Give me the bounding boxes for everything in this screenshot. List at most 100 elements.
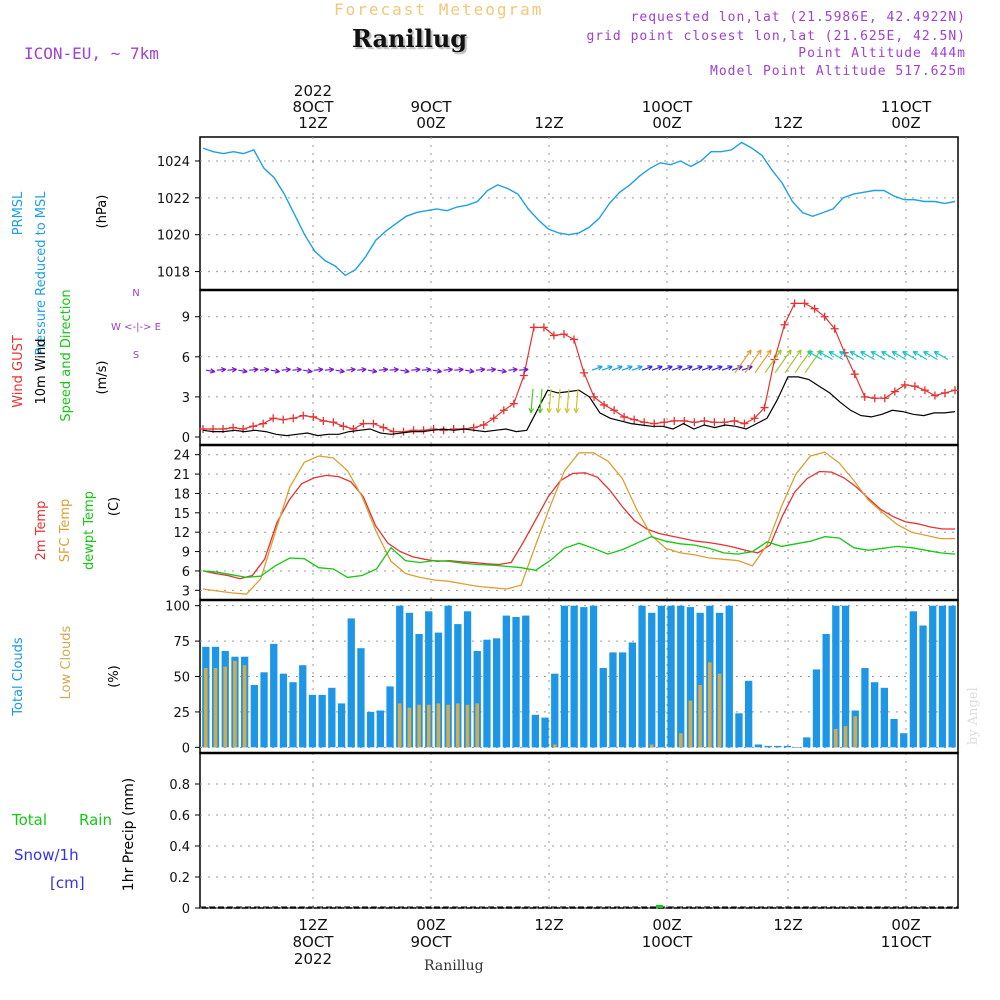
wind-direction-arrow (465, 368, 475, 374)
wind-direction-arrow (807, 350, 823, 361)
wind-direction-arrow (912, 350, 928, 361)
ytick-label-wind: 0 (182, 431, 190, 446)
wind-direction-arrow (238, 368, 248, 374)
wind-direction-arrow (881, 350, 896, 361)
low-cloud-bar (649, 744, 654, 748)
gust-plus-marker (299, 411, 308, 420)
wind-label-gust: Wind GUST (11, 335, 26, 408)
gust-plus-marker (620, 412, 629, 421)
gust-plus-marker (580, 368, 589, 377)
panel-frame-precip (199, 752, 959, 909)
low-cloud-bar (213, 668, 218, 748)
wind-direction-arrow (734, 349, 752, 374)
gust-plus-marker (289, 414, 298, 423)
gust-plus-marker (880, 394, 889, 403)
wind-direction-arrow (454, 367, 464, 373)
gust-plus-marker (309, 412, 318, 421)
total-cloud-bar (570, 605, 578, 748)
low-cloud-bar (834, 728, 838, 748)
ytick-label-precip: 0 (182, 902, 190, 917)
ytick-label-temperature: 15 (173, 507, 190, 522)
low-cloud-bar (853, 716, 857, 748)
total-cloud-bar (696, 612, 704, 748)
total-cloud-bar (463, 611, 472, 748)
wind-direction-arrow (367, 368, 378, 374)
wind-direction-arrow (259, 367, 270, 373)
wind-direction-arrow (818, 350, 833, 361)
total-cloud-bar (880, 687, 888, 748)
total-cloud-bar (289, 682, 297, 748)
wind-direction-arrow (754, 349, 772, 374)
total-cloud-bar (919, 625, 927, 748)
top-time-label: 00Z (891, 114, 920, 132)
wind-direction-arrow (555, 388, 562, 414)
wind-direction-arrow (270, 368, 281, 374)
gust-plus-marker (890, 387, 899, 396)
precip-axis-label: 1hr Precip (mm) (121, 778, 137, 891)
compass-west-east: W <-|-> E (111, 322, 161, 333)
ytick-label-temperature: 12 (173, 526, 190, 541)
wind-direction-arrow (497, 368, 507, 374)
wind-direction-arrow (828, 350, 844, 361)
gust-plus-marker (930, 391, 939, 400)
gust-plus-marker (690, 418, 699, 427)
gust-plus-marker (269, 414, 278, 423)
temp-label-sfc: SFC Temp (58, 499, 73, 563)
gust-plus-marker (830, 324, 839, 333)
wind-direction-arrow (357, 367, 367, 373)
gust-plus-marker (549, 331, 558, 340)
wind-direction-arrow (205, 368, 216, 374)
total-cloud-bar (483, 639, 491, 748)
wind-direction-arrow (839, 350, 854, 361)
total-cloud-bar (308, 694, 317, 748)
total-cloud-bar (250, 685, 258, 748)
sfc-temp-series-line (202, 451, 955, 595)
wind-direction-arrow (764, 349, 782, 374)
wind-direction-arrow (681, 365, 693, 371)
low-cloud-bar (407, 707, 412, 748)
wind-direction-arrow (721, 365, 733, 371)
total-cloud-bar (948, 605, 956, 748)
gust-plus-marker (740, 419, 749, 428)
bottom-time-label: 12Z (298, 916, 327, 934)
low-cloud-bar (242, 665, 247, 748)
total-cloud-bar (454, 624, 462, 748)
gridpoint-location: grid point closest lon,lat (21.625E, 42.… (586, 29, 966, 44)
total-cloud-bar (541, 717, 549, 748)
low-cloud-bar (204, 668, 208, 748)
low-cloud-bar (698, 685, 702, 748)
gust-plus-marker (810, 304, 819, 313)
wind-direction-arrow (804, 349, 822, 374)
wind-direction-arrow (411, 367, 421, 373)
ytick-label-temperature: 3 (182, 584, 190, 599)
total-cloud-bar (279, 673, 288, 748)
total-cloud-bar (522, 615, 530, 748)
wind-label-unit: (m/s) (95, 361, 110, 395)
wind-direction-arrow (324, 367, 335, 373)
top-time-label: 2022 (294, 82, 332, 100)
wind-direction-arrow (902, 350, 917, 361)
bottom-time-label: 00Z (416, 916, 445, 934)
total-cloud-bar (861, 668, 869, 748)
wind-direction-arrow (651, 365, 663, 371)
gust-plus-marker (870, 394, 879, 403)
model-label: ICON-EU, ~ 7km (24, 44, 159, 63)
gust-plus-marker (569, 335, 578, 344)
wind-direction-arrow (281, 367, 291, 373)
wind-direction-arrow (335, 368, 345, 374)
wind-direction-arrow (774, 349, 792, 374)
total-cloud-bar (531, 714, 539, 748)
model-altitude: Model Point Altitude 517.625m (710, 64, 966, 79)
total-cloud-bar (909, 611, 917, 748)
wind-direction-arrow (303, 368, 313, 374)
total-cloud-bar (599, 668, 607, 748)
top-time-label: 00Z (652, 114, 681, 132)
low-cloud-bar (436, 703, 441, 748)
gust-plus-marker (940, 388, 949, 397)
low-cloud-bar (417, 704, 421, 748)
ytick-label-pressure: 1024 (157, 155, 190, 170)
cloud-label-total: Total Clouds (11, 637, 26, 717)
wind-direction-arrow (346, 367, 356, 373)
ytick-label-clouds: 0 (182, 741, 190, 756)
